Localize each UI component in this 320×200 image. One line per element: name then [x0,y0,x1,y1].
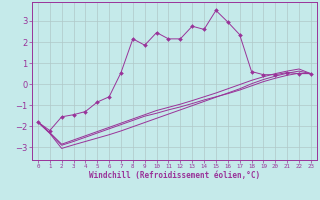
X-axis label: Windchill (Refroidissement éolien,°C): Windchill (Refroidissement éolien,°C) [89,171,260,180]
